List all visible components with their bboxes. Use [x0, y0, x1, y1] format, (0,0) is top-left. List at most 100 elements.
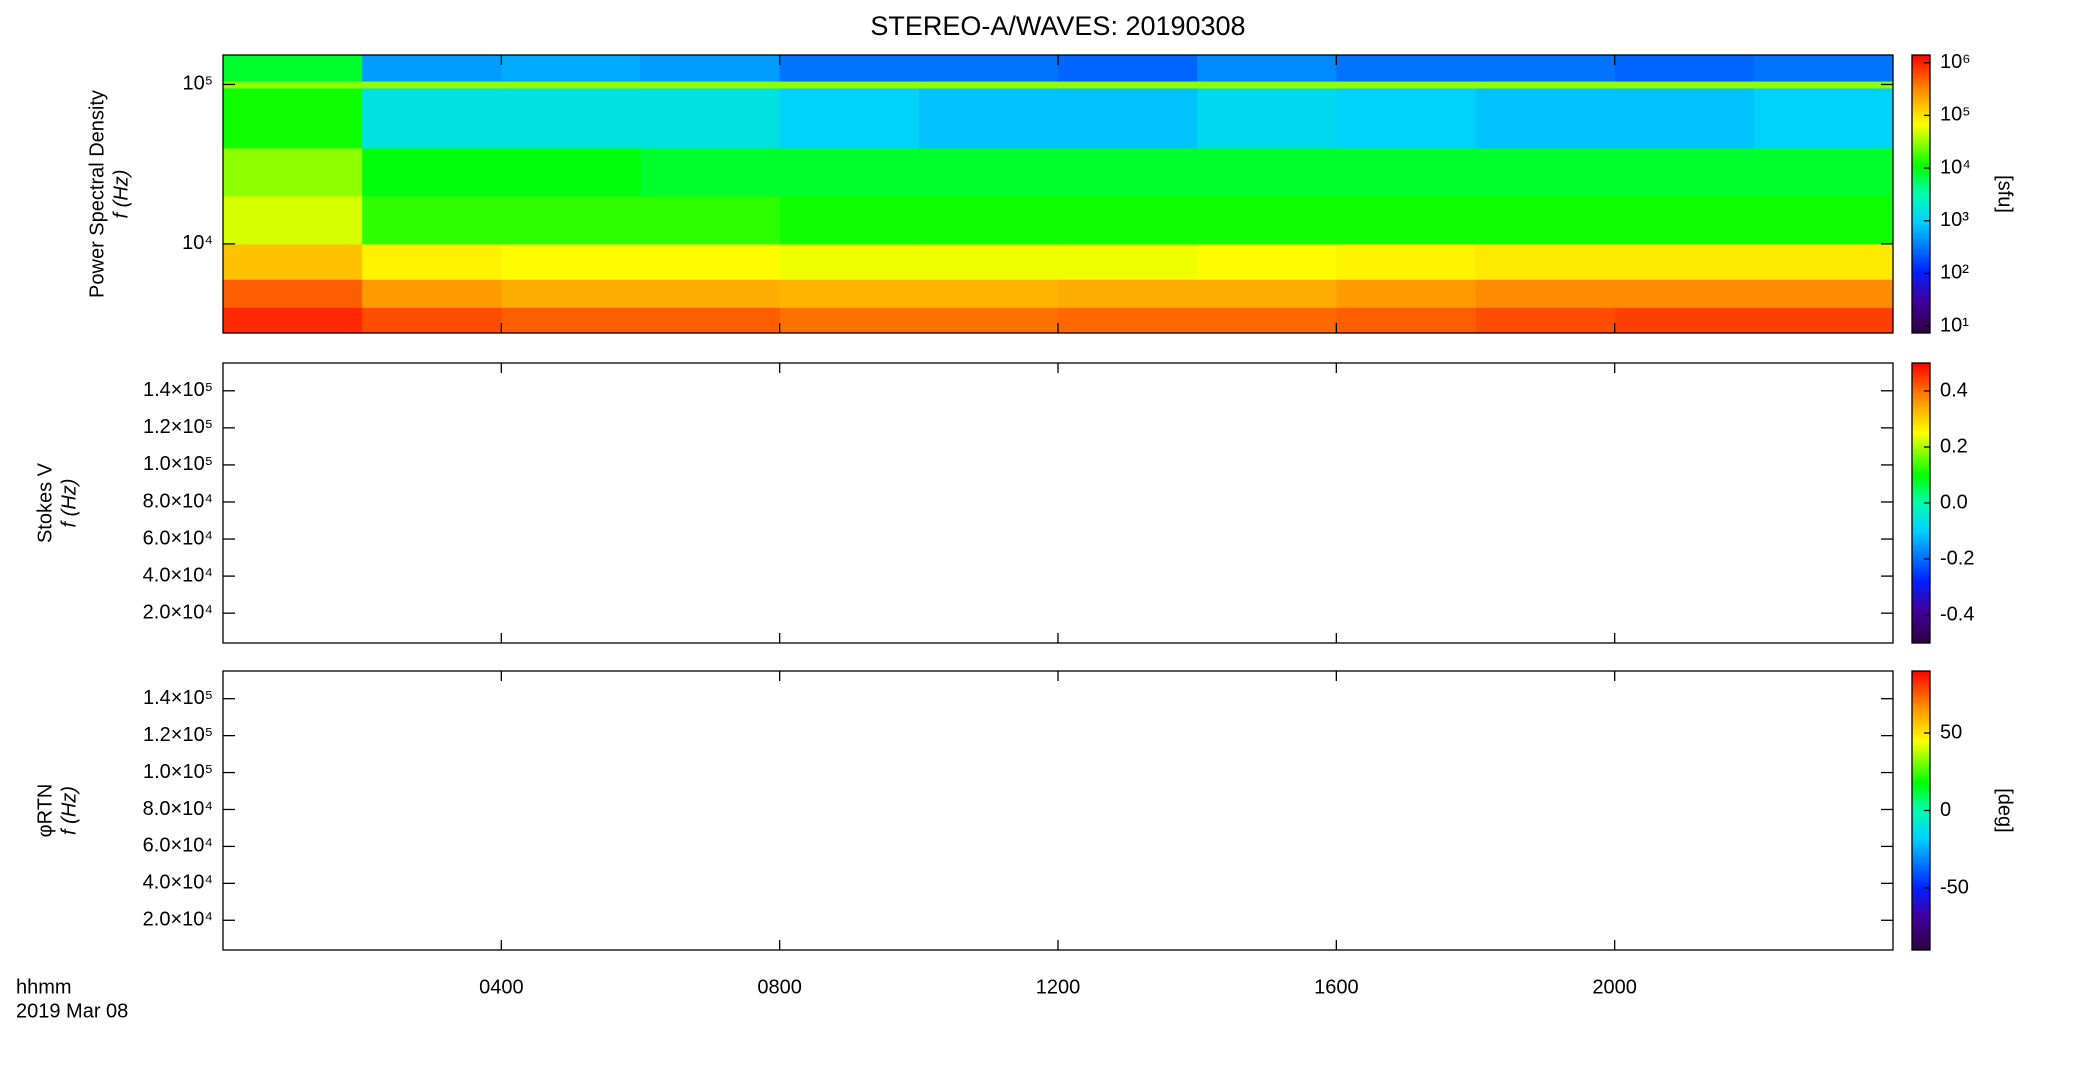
heatmap-cell [223, 81, 363, 89]
heatmap-cell [779, 279, 920, 308]
y-tick-label: 1.0×10⁵ [143, 453, 213, 475]
heatmap-cell [779, 87, 920, 149]
y-tick-label: 2.0×10⁴ [143, 601, 213, 623]
heatmap-cell [1614, 81, 1755, 89]
heatmap-cell [1336, 279, 1476, 308]
colorbar-tick-label: -0.2 [1940, 547, 1974, 569]
heatmap-cell [640, 307, 781, 334]
heatmap-cell [1614, 243, 1755, 280]
colorbar-tick-label: 50 [1940, 721, 1962, 743]
heatmap-cell [1197, 243, 1337, 280]
x-tick-label: 1200 [1036, 976, 1081, 998]
heatmap-cell [501, 279, 641, 308]
heatmap-cell [1475, 87, 1616, 149]
heatmap-cell [362, 195, 502, 245]
heatmap-cell [1336, 195, 1476, 245]
heatmap-cell [1197, 307, 1337, 334]
heatmap-cell [1058, 279, 1198, 308]
heatmap-cell [1336, 81, 1476, 89]
heatmap-cell [918, 243, 1059, 280]
y-axis-label: Power Spectral Density [86, 90, 108, 298]
heatmap-cell [362, 279, 502, 308]
heatmap-cell [1197, 87, 1337, 149]
colorbar-tick-label: 10⁴ [1940, 156, 1971, 178]
heatmap-cell [501, 147, 641, 197]
heatmap-cell [918, 55, 1059, 82]
heatmap-cell [640, 87, 781, 149]
heatmap-cell [1058, 195, 1198, 245]
heatmap-cell [1058, 81, 1198, 89]
heatmap-cell [501, 87, 641, 149]
heatmap-cell [918, 147, 1059, 197]
heatmap-cell [1614, 195, 1755, 245]
y-tick-label: 1.4×10⁵ [143, 687, 213, 709]
heatmap-cell [1614, 147, 1755, 197]
heatmap-cell [1475, 195, 1616, 245]
x-axis-label: 2019 Mar 08 [16, 1000, 128, 1022]
heatmap-cell [1753, 195, 1894, 245]
heatmap-cell [640, 55, 781, 82]
heatmap-cell [1614, 279, 1755, 308]
heatmap-cell [1475, 81, 1616, 89]
heatmap-cell [918, 279, 1059, 308]
colorbar-label: [sfu] [1994, 175, 2016, 213]
heatmap-cell [640, 81, 781, 89]
heatmap-cell [1475, 243, 1616, 280]
colorbar-tick-label: -50 [1940, 876, 1969, 898]
heatmap-cell [1753, 279, 1894, 308]
y-tick-label: 4.0×10⁴ [143, 872, 213, 894]
y-axis-label: f (Hz) [58, 786, 80, 835]
y-axis-label: f (Hz) [110, 170, 132, 219]
heatmap-cell [1475, 279, 1616, 308]
heatmap-cell [640, 195, 781, 245]
heatmap-cell [1058, 55, 1198, 82]
heatmap-cell [362, 81, 502, 89]
heatmap-cell [223, 195, 363, 245]
heatmap-cell [1614, 307, 1755, 334]
heatmap-cell [223, 279, 363, 308]
heatmap-cell [223, 87, 363, 149]
heatmap-cell [223, 147, 363, 197]
heatmap-cell [501, 195, 641, 245]
y-tick-label: 1.0×10⁵ [143, 761, 213, 783]
colorbar-tick-label: -0.4 [1940, 603, 1974, 625]
heatmap-cell [362, 307, 502, 334]
heatmap-cell [1753, 55, 1894, 82]
heatmap-cell [1475, 55, 1616, 82]
colorbar-tick-label: 0.2 [1940, 435, 1968, 457]
heatmap-cell [223, 307, 363, 334]
heatmap-cell [1753, 81, 1894, 89]
heatmap-cell [1197, 147, 1337, 197]
heatmap-cell [1753, 243, 1894, 280]
x-axis-label: hhmm [16, 976, 72, 998]
heatmap-cell [1336, 307, 1476, 334]
heatmap-cell [640, 279, 781, 308]
colorbar-tick-label: 10³ [1940, 209, 1969, 231]
heatmap-cell [223, 243, 363, 280]
colorbar-tick-label: 10⁵ [1940, 104, 1971, 126]
heatmap-cell [918, 195, 1059, 245]
colorbar-tick-label: 10² [1940, 262, 1969, 284]
y-axis-label: f (Hz) [58, 479, 80, 528]
plot-frame [222, 362, 1894, 644]
colorbar-tick-label: 0.0 [1940, 491, 1968, 513]
heatmap-cell [1614, 55, 1755, 82]
heatmap-cell [918, 87, 1059, 149]
y-tick-label: 6.0×10⁴ [143, 527, 213, 549]
heatmap-cell [640, 243, 781, 280]
heatmap-cell [362, 55, 502, 82]
heatmap-cell [1058, 307, 1198, 334]
y-tick-label: 8.0×10⁴ [143, 798, 213, 820]
y-tick-label: 10⁴ [182, 232, 213, 254]
heatmap-cell [1475, 307, 1616, 334]
heatmap-cell [1336, 243, 1476, 280]
colorbar [1911, 54, 1931, 334]
y-tick-label: 2.0×10⁴ [143, 909, 213, 931]
heatmap-cell [1197, 195, 1337, 245]
heatmap-cell [779, 55, 920, 82]
y-tick-label: 1.2×10⁵ [143, 724, 213, 746]
colorbar-tick-label: 10¹ [1940, 314, 1969, 336]
heatmap-cell [1753, 307, 1894, 334]
heatmap-cell [1058, 147, 1198, 197]
